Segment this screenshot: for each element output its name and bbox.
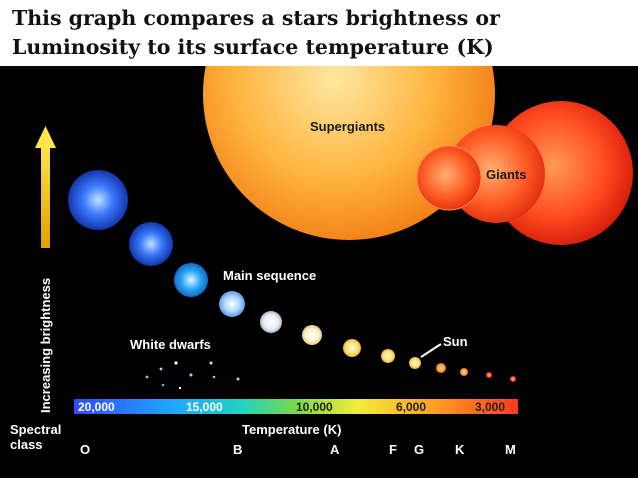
main-sequence-star-f <box>343 339 361 357</box>
spectral-class-label-line2: class <box>10 437 43 452</box>
spectral-class-k: K <box>455 442 465 457</box>
spectral-class-f: F <box>389 442 397 457</box>
main-sequence-star-b1 <box>129 222 173 266</box>
spectral-class-a: A <box>330 442 340 457</box>
temp-tick-10000: 10,000 <box>296 400 333 414</box>
white-dwarfs-label: White dwarfs <box>130 337 211 352</box>
hr-diagram: Increasing brightness 20 <box>10 66 633 457</box>
main-sequence-label: Main sequence <box>223 268 316 283</box>
brightness-arrow-head <box>35 126 56 148</box>
y-axis-label: Increasing brightness <box>38 278 53 413</box>
title-line-2: Luminosity to its surface temperature (K… <box>12 35 494 59</box>
main-sequence-star-b2 <box>174 263 208 297</box>
temp-tick-3000: 3,000 <box>475 400 505 414</box>
spectral-class-g: G <box>414 442 424 457</box>
supergiants-label: Supergiants <box>310 119 385 134</box>
spectral-class-o: O <box>80 442 90 457</box>
temp-tick-20000: 20,000 <box>78 400 115 414</box>
main-sequence-star-k1 <box>436 363 446 373</box>
sun-label: Sun <box>443 334 468 349</box>
main-sequence-star-o <box>68 170 128 230</box>
main-sequence-star-f2 <box>381 349 395 363</box>
hr-diagram-panel: Increasing brightness 20 <box>0 66 638 478</box>
giants-label: Giants <box>486 167 526 182</box>
main-sequence-star-a1 <box>260 311 282 333</box>
main-sequence-star-m1 <box>486 372 492 378</box>
temp-tick-6000: 6,000 <box>396 400 426 414</box>
main-sequence-star-m2 <box>510 376 516 382</box>
white-dwarf-cluster <box>145 361 240 390</box>
temperature-scale-bar <box>74 399 518 414</box>
spectral-class-b: B <box>233 442 242 457</box>
sun-star <box>409 357 421 369</box>
spectral-class-label-line1: Spectral <box>10 422 61 437</box>
temp-tick-15000: 15,000 <box>186 400 223 414</box>
supergiant-star <box>203 66 495 240</box>
page-title: This graph compares a stars brightness o… <box>12 4 632 62</box>
brightness-arrow-shaft <box>41 146 50 248</box>
x-axis-label: Temperature (K) <box>242 422 341 437</box>
spectral-class-m: M <box>505 442 516 457</box>
title-line-1: This graph compares a stars brightness o… <box>12 6 500 30</box>
main-sequence-star-b3 <box>219 291 245 317</box>
sun-pointer-line <box>420 343 442 358</box>
main-sequence-star-k2 <box>460 368 468 376</box>
main-sequence-star-a2 <box>302 325 322 345</box>
giant-star-small <box>416 145 482 211</box>
